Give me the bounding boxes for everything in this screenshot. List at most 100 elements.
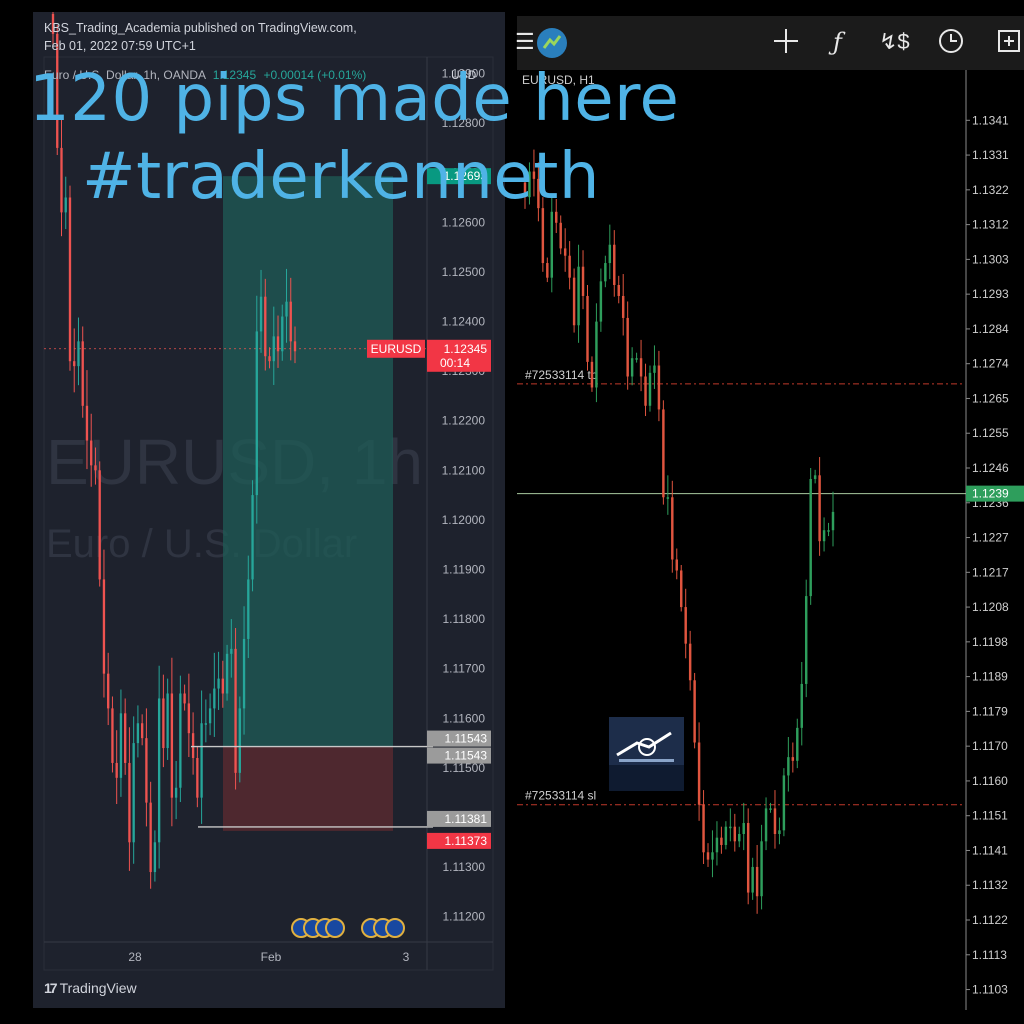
candle [60, 147, 63, 213]
publish-date: Feb 01, 2022 07:59 UTC+1 [44, 39, 196, 53]
candle [204, 723, 208, 725]
candle [804, 596, 808, 684]
candle [90, 440, 93, 466]
candle [729, 826, 732, 829]
current-price-label: 1.1239 [972, 487, 1009, 501]
price-tick-label: 1.1179 [972, 704, 1008, 718]
current-price-tag [966, 485, 1024, 502]
add-icon[interactable] [995, 28, 1021, 61]
candle [769, 808, 772, 810]
candle [170, 693, 174, 798]
price-tick-label: 1.1141 [972, 843, 1008, 857]
candle [56, 33, 59, 148]
function-icon[interactable]: ƒ [833, 28, 842, 56]
symbol-tag-label: EURUSD [371, 342, 422, 356]
candle [51, 13, 55, 34]
stop-loss-zone [223, 746, 393, 831]
candle [68, 197, 72, 362]
candle [157, 698, 161, 843]
candle [217, 678, 220, 689]
candle [166, 693, 169, 749]
price-tick-label: 1.1265 [972, 391, 1009, 405]
candle [688, 643, 692, 681]
price-tick-label: 1.1341 [972, 113, 1009, 127]
price-tick-label: 1.1103 [972, 983, 1008, 997]
candle [577, 266, 580, 326]
candle [617, 285, 620, 296]
candle [720, 837, 723, 845]
candle [532, 171, 536, 179]
level-tag-label: 1.11543 [445, 732, 488, 746]
price-tick-label: 1.11800 [443, 612, 486, 626]
candle [657, 365, 661, 410]
tradingview-logo: 17 TradingView [44, 980, 137, 996]
candle [604, 263, 607, 282]
candle [77, 341, 80, 367]
price-tick-label: 1.11500 [443, 761, 486, 775]
candle [140, 723, 144, 739]
take-profit-zone [223, 176, 393, 747]
crosshair-icon[interactable] [773, 28, 799, 61]
channel-thumbnail [609, 717, 684, 791]
candle [128, 762, 131, 843]
level-tag [427, 730, 491, 747]
candle [626, 317, 629, 377]
price-tick-label: 1.1284 [972, 322, 1009, 336]
candle [791, 757, 795, 761]
candle [680, 570, 683, 608]
overlay-headline: 120 pips made here [29, 62, 680, 136]
tradingview-logo-icon: 17 [44, 980, 58, 996]
candle [255, 331, 258, 496]
clock-glyph [939, 29, 963, 53]
time-tick-label: 28 [128, 950, 142, 964]
candle [225, 653, 229, 694]
candle [107, 673, 110, 709]
currency-label: USD [451, 68, 477, 82]
price-tick-label: 1.1312 [972, 218, 1009, 232]
tp-label: #72533114 tp [525, 368, 598, 382]
price-change: +0.00014 (+0.01%) [263, 68, 367, 82]
candle [621, 295, 625, 318]
tp-tag [427, 168, 491, 185]
candle [675, 559, 678, 571]
add-glyph [998, 30, 1020, 52]
candle [230, 648, 233, 654]
candle [831, 511, 835, 531]
menu-icon[interactable]: ☰ [515, 29, 535, 54]
tradingview-brand: TradingView [59, 980, 137, 996]
price-tick-label: 1.1246 [972, 461, 1009, 475]
price-tick-label: 1.12800 [442, 116, 486, 130]
candle [572, 277, 576, 326]
candle [818, 475, 821, 542]
price-tick-label: 1.1170 [972, 739, 1008, 753]
overlay-hashtag: #traderkenneth [82, 140, 600, 214]
last-price: 1.12345 [212, 68, 257, 82]
economic-event-icon [385, 918, 405, 938]
candle [281, 316, 284, 352]
candle [264, 296, 267, 357]
price-tag-label: 1.12345 [444, 342, 488, 356]
candle [102, 579, 106, 674]
candle [653, 365, 656, 373]
publisher-line: KBS_Trading_Academia published on Tradin… [44, 21, 357, 35]
candle [760, 841, 763, 897]
app-logo-icon[interactable] [537, 28, 567, 58]
candle [693, 680, 696, 743]
price-tick-label: 1.1208 [972, 600, 1009, 614]
price-tick-label: 1.11700 [443, 662, 486, 676]
price-tick-label: 1.12000 [442, 513, 486, 527]
candle [272, 336, 275, 362]
candle [115, 762, 118, 778]
candle [73, 361, 76, 367]
candle [630, 358, 634, 377]
indicators-icon[interactable]: ↯$ [879, 29, 910, 54]
candle [546, 263, 549, 278]
price-tick-label: 1.1255 [972, 426, 1009, 440]
candle [586, 295, 589, 362]
top-toolbar: ☰ ƒ ↯$ [515, 16, 1024, 70]
candle [98, 470, 101, 580]
clock-icon[interactable] [938, 28, 964, 61]
time-tick-label: Feb [261, 950, 282, 964]
candle [528, 171, 531, 198]
price-tick-label: 1.11200 [443, 910, 486, 924]
